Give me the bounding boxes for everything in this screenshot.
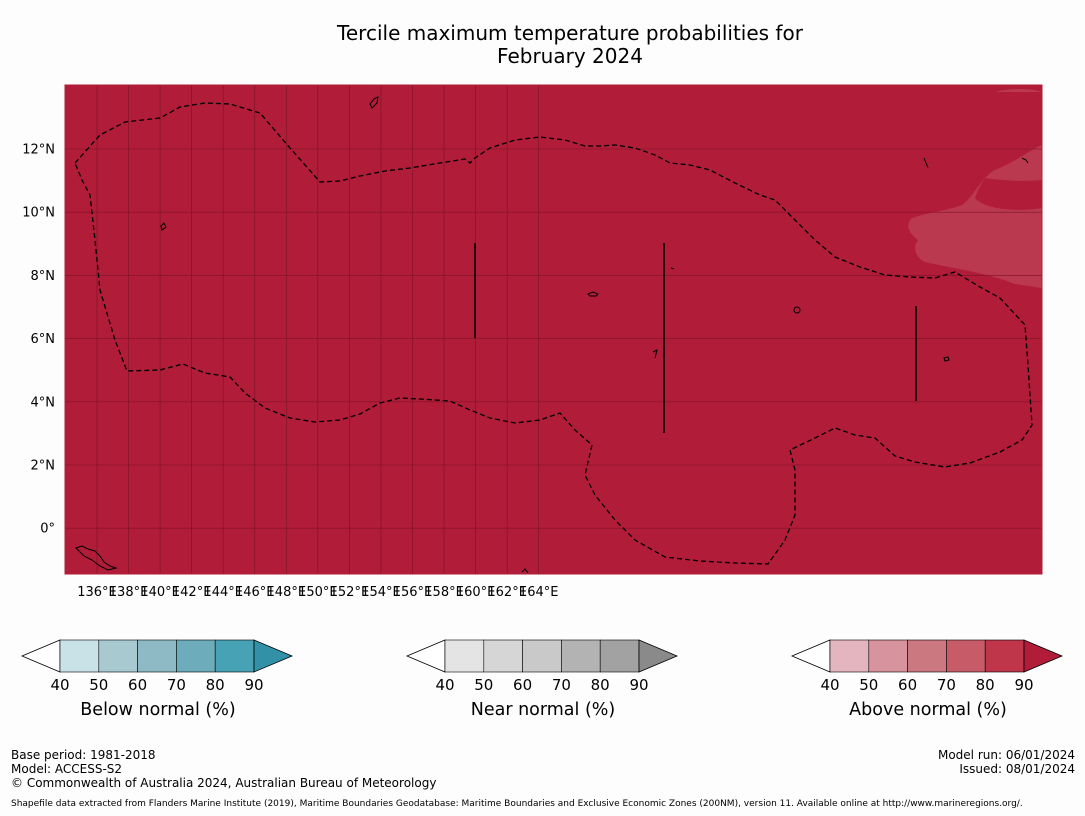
light-probability-patch [908, 89, 1042, 288]
lon-tick-label: 158°E [424, 585, 464, 600]
colorbar-max-extension [253, 639, 294, 673]
colorbar-tick-label: 40 [435, 676, 454, 694]
lat-tick-label: 10°N [22, 206, 55, 221]
lon-tick-label: 160°E [456, 585, 496, 600]
colorbar-tick-label: 70 [552, 676, 571, 694]
colorbar-segment [829, 639, 870, 673]
lon-tick-label: 148°E [267, 585, 307, 600]
colorbar-segment [59, 639, 100, 673]
lat-tick-label: 12°N [22, 143, 55, 158]
colorbar-tick-label: 70 [167, 676, 186, 694]
lat-tick-label: 2°N [31, 459, 56, 474]
footer-right: Model run: 06/01/2024 Issued: 08/01/2024 [938, 748, 1075, 776]
colorbar-near: 40 50 60 70 80 90 [405, 639, 679, 694]
colorbar-tick-label: 40 [50, 676, 69, 694]
lon-tick-label: 150°E [298, 585, 338, 600]
colorbar-tick-label: 50 [474, 676, 493, 694]
colorbar-segment [984, 639, 1025, 673]
footer-left: Base period: 1981-2018 Model: ACCESS-S2 … [11, 748, 436, 790]
boundary-segments [474, 243, 917, 433]
lon-tick-label: 140°E [140, 585, 180, 600]
chart-title: Tercile maximum temperature probabilitie… [65, 22, 1075, 68]
lon-tick-label: 156°E [393, 585, 433, 600]
title-line-2: February 2024 [497, 44, 643, 68]
eez-boundary [74, 102, 1033, 565]
colorbar-min-extension [405, 639, 446, 673]
colorbar-tick-label: 90 [1014, 676, 1033, 694]
colorbar-tick-label: 70 [937, 676, 956, 694]
colorbar-segment [176, 639, 216, 673]
colorbar-segment [599, 639, 640, 673]
axis-ticks: 136°E138°E140°E142°E144°E146°E148°E150°E… [22, 143, 558, 601]
issued-text: Issued: 08/01/2024 [959, 762, 1075, 776]
colorbar-above-label: Above normal (%) [849, 700, 1007, 720]
colorbar-segment [444, 639, 485, 673]
graticule [65, 85, 1042, 574]
map-frame [64, 84, 1043, 575]
model-text: Model: ACCESS-S2 [11, 762, 123, 776]
lat-tick-label: 6°N [31, 332, 56, 347]
shapefile-note: Shapefile data extracted from Flanders M… [11, 799, 1023, 809]
lat-tick-label: 8°N [31, 269, 56, 284]
lon-tick-label: 154°E [361, 585, 401, 600]
colorbar-max-extension [1023, 639, 1064, 673]
lon-tick-label: 144°E [203, 585, 243, 600]
colorbar-above: 40 50 60 70 80 90 [790, 639, 1064, 694]
model-run-text: Model run: 06/01/2024 [937, 748, 1075, 762]
lat-tick-label: 0° [40, 522, 55, 537]
colorbar-tick-label: 60 [898, 676, 917, 694]
colorbar-tick-label: 50 [89, 676, 108, 694]
colorbar-segment [907, 639, 947, 673]
title-line-1: Tercile maximum temperature probabilitie… [337, 21, 803, 45]
colorbar-segment [946, 639, 986, 673]
colorbar-tick-label: 90 [629, 676, 648, 694]
colorbars: 40 50 60 70 80 90 40 50 60 70 80 90 40 50 60 70 80 90 [20, 639, 1064, 694]
island-outlines [75, 96, 1029, 574]
lat-tick-label: 4°N [31, 395, 56, 410]
colorbar-segment [137, 639, 177, 673]
colorbar-near-label: Near normal (%) [470, 700, 616, 720]
lon-tick-label: 136°E [77, 585, 117, 600]
copyright-text: © Commonwealth of Australia 2024, Austra… [11, 776, 437, 790]
lon-tick-label: 146°E [235, 585, 275, 600]
colorbar-segment [561, 639, 601, 673]
colorbar-segment [522, 639, 562, 673]
map-border [64, 84, 1043, 575]
colorbar-tick-label: 50 [859, 676, 878, 694]
colorbar-tick-label: 60 [128, 676, 147, 694]
colorbar-tick-label: 80 [976, 676, 995, 694]
base-period-text: Base period: 1981-2018 [11, 748, 156, 762]
colorbar-tick-label: 80 [591, 676, 610, 694]
lon-tick-label: 142°E [172, 585, 212, 600]
lon-tick-label: 162°E [487, 585, 527, 600]
lon-tick-label: 152°E [330, 585, 370, 600]
colorbar-segment [868, 639, 908, 673]
colorbar-max-extension [638, 639, 679, 673]
colorbar-segment [98, 639, 138, 673]
colorbar-segment [214, 639, 255, 673]
colorbar-min-extension [20, 639, 61, 673]
colorbar-below-label: Below normal (%) [80, 700, 236, 720]
colorbar-tick-label: 60 [513, 676, 532, 694]
colorbar-segment [483, 639, 523, 673]
colorbar-tick-label: 40 [820, 676, 839, 694]
map-background [65, 85, 1042, 574]
colorbar-tick-label: 90 [244, 676, 263, 694]
colorbar-tick-label: 80 [206, 676, 225, 694]
lon-tick-label: 164°E [519, 585, 559, 600]
colorbar-min-extension [790, 639, 831, 673]
lon-tick-label: 138°E [109, 585, 149, 600]
colorbar-below: 40 50 60 70 80 90 [20, 639, 294, 694]
